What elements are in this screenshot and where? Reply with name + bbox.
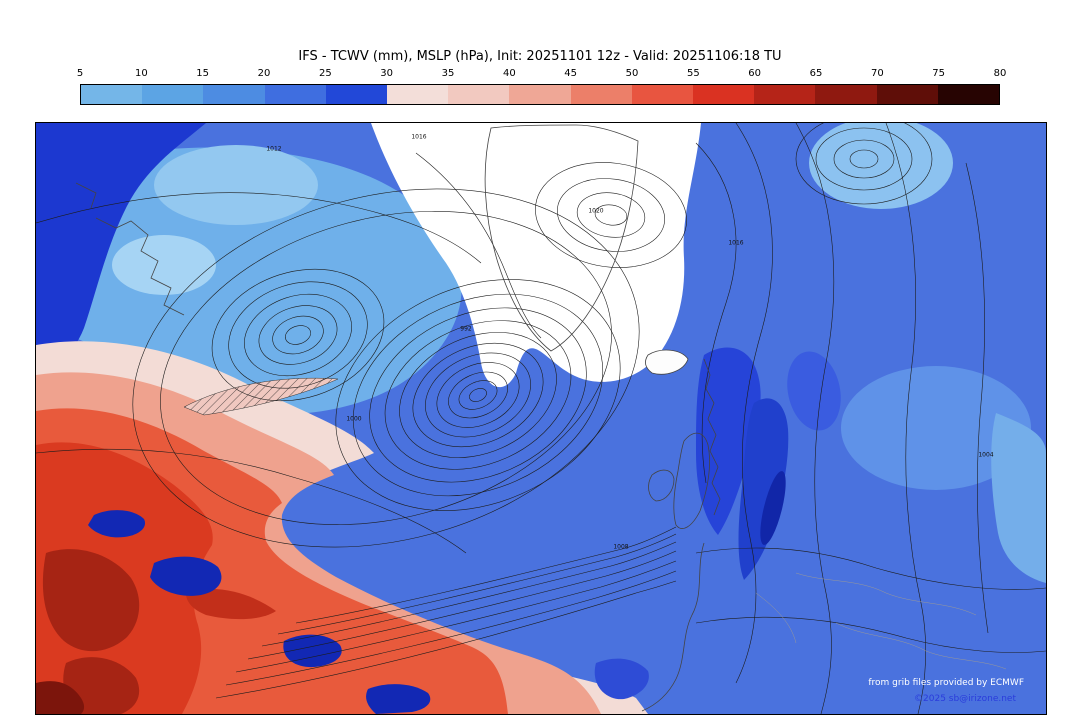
colorbar-segment [203, 85, 265, 104]
colorbar-bar [80, 84, 1000, 105]
colorbar-tick-label: 30 [380, 68, 394, 79]
colorbar-segment [815, 85, 877, 104]
colorbar-tick-label: 40 [502, 68, 516, 79]
colorbar-segment [937, 85, 1000, 104]
colorbar-tick-label: 75 [932, 68, 946, 79]
colorbar-segment [631, 85, 694, 104]
map-canvas: 1012 1016 1020 1016 992 1000 1008 1004 from gri… [35, 122, 1047, 715]
contour-label: 1008 [613, 543, 629, 551]
contour-label: 1000 [346, 415, 362, 423]
colorbar-segment [81, 85, 143, 104]
colorbar-tick-label: 15 [196, 68, 210, 79]
contour-label: 1020 [588, 207, 604, 215]
credit-source-text: from grib files provided by ECMWF [868, 678, 1024, 688]
credit-copyright-text: ©2025 sb@irizone.net [914, 694, 1016, 704]
colorbar-tick-label: 50 [625, 68, 639, 79]
colorbar-tick-label: 55 [686, 68, 700, 79]
contour-label: 1016 [411, 133, 427, 141]
colorbar-tick-label: 70 [870, 68, 884, 79]
chart-title: IFS - TCWV (mm), MSLP (hPa), Init: 20251… [298, 49, 782, 64]
colorbar-tick-label: 60 [748, 68, 762, 79]
colorbar-tick-label: 45 [564, 68, 578, 79]
colorbar-segment [264, 85, 326, 104]
colorbar-segment [754, 85, 816, 104]
colorbar-segment [693, 85, 755, 104]
colorbar-tick-label: 10 [134, 68, 148, 79]
contour-label: 1012 [266, 145, 282, 153]
colorbar-ticks: 5 10 15 20 25 30 35 40 45 50 55 60 65 70 75 80 [76, 68, 1007, 81]
map-image [36, 123, 1046, 714]
colorbar-segment [325, 85, 388, 104]
contour-label: 1004 [978, 451, 994, 459]
contour-label: 992 [460, 325, 472, 333]
colorbar-tick-label: 20 [257, 68, 271, 79]
colorbar-segment [509, 85, 571, 104]
colorbar-tick-label: 80 [993, 68, 1007, 79]
colorbar-segment [387, 85, 449, 104]
colorbar-tick-label: 25 [318, 68, 332, 79]
colorbar-segment [448, 85, 510, 104]
colorbar-segment [570, 85, 632, 104]
colorbar-segment [876, 85, 938, 104]
colorbar-tick-label: 35 [441, 68, 455, 79]
contour-label: 1016 [728, 239, 744, 247]
contour-labels-layer: 1012 1016 1020 1016 992 1000 1008 1004 [36, 123, 1046, 714]
colorbar-segment [142, 85, 204, 104]
colorbar-tick-label: 65 [809, 68, 823, 79]
colorbar-tick-label: 5 [76, 68, 84, 79]
